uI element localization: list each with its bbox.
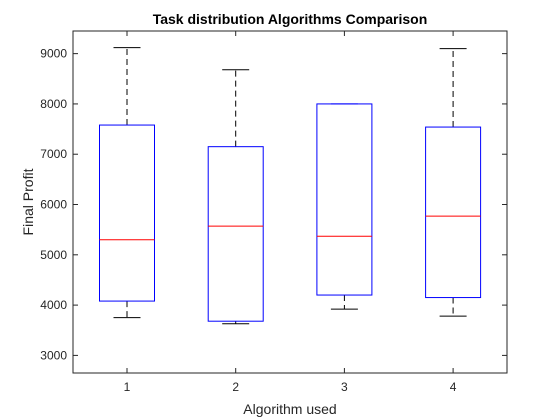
iqr-box: [316, 103, 373, 296]
box-3: [316, 103, 373, 310]
chart-title: Task distribution Algorithms Comparison: [153, 11, 428, 27]
y-tick-label: 4000: [40, 298, 67, 312]
x-tick-label: 1: [124, 380, 131, 394]
y-tick-label: 9000: [40, 47, 67, 61]
x-axis-label: Algorithm used: [243, 401, 336, 417]
plot-area: [72, 30, 508, 374]
y-tick-label: 3000: [40, 348, 67, 362]
box-series: [99, 47, 482, 325]
iqr-box: [99, 124, 155, 302]
y-tick-label: 5000: [40, 248, 67, 262]
x-tick-label: 4: [450, 380, 457, 394]
box-4: [425, 48, 482, 317]
x-tick-label: 3: [341, 380, 348, 394]
iqr-box: [207, 146, 264, 322]
x-axis: 1 2 3 4: [124, 31, 457, 394]
box-2: [207, 69, 264, 325]
y-axis-label: Final Profit: [20, 168, 36, 235]
iqr-box: [425, 126, 482, 299]
y-tick-label: 6000: [40, 198, 67, 212]
x-tick-label: 2: [232, 380, 239, 394]
box-1: [99, 47, 155, 319]
y-axis: 3000 4000 5000 6000 7000 8000 9000: [40, 47, 507, 362]
y-tick-label: 7000: [40, 147, 67, 161]
y-tick-label: 8000: [40, 97, 67, 111]
